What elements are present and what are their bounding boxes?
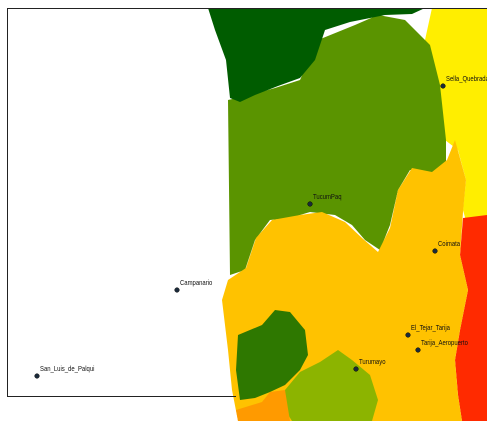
region-yellow xyxy=(425,8,487,240)
station-marker xyxy=(405,332,411,338)
station-label: El_Tejar_Tarija xyxy=(411,325,450,333)
station-label: Coimata xyxy=(438,241,460,249)
station-marker xyxy=(353,366,359,372)
region-olive xyxy=(228,15,446,275)
station-marker xyxy=(307,201,313,207)
station-marker xyxy=(174,287,180,293)
region-forest xyxy=(236,310,308,400)
station-label: Campanario xyxy=(180,280,213,288)
station-label: Turumayo xyxy=(359,359,386,367)
region-orange xyxy=(236,390,290,421)
station-marker xyxy=(440,83,446,89)
stations: Sella_Quebrada TucumPaq Coimata Campanario E… xyxy=(34,76,487,379)
region-darkgreen xyxy=(208,8,425,102)
station-label: San_Luis_de_Palqui xyxy=(40,366,94,374)
station-marker xyxy=(34,373,40,379)
region-red xyxy=(455,215,487,421)
station-marker xyxy=(415,347,421,353)
station-label: TucumPaq xyxy=(313,194,342,202)
station-label: Tarija_Aeropuerto xyxy=(421,340,468,348)
station-label: Sella_Quebrada xyxy=(446,76,487,84)
regions xyxy=(208,8,487,421)
station-marker xyxy=(432,248,438,254)
